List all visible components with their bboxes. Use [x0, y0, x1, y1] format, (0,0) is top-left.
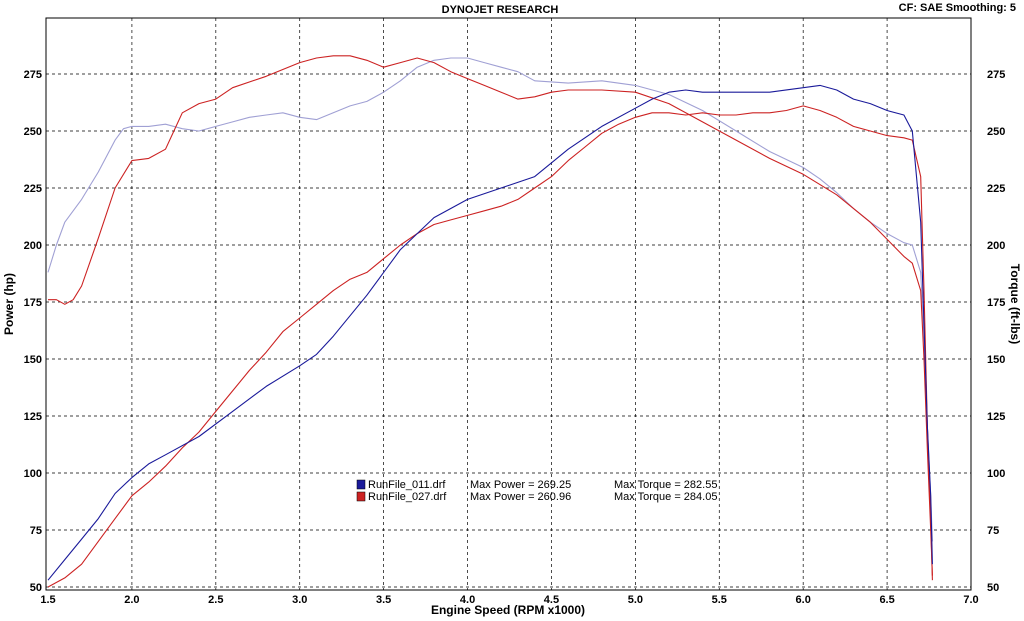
plot-area	[45, 17, 972, 591]
y-right-tick-label: 175	[987, 297, 1005, 309]
y-right-tick-label: 200	[987, 240, 1005, 252]
y-right-tick-labels: 50 75 100 125 150 175 200 225 250 275	[987, 69, 1005, 594]
x-tick-label: 2.0	[124, 594, 139, 606]
chart-info: CF: SAE Smoothing: 5	[899, 2, 1016, 14]
y-left-tick-label: 275	[24, 69, 42, 81]
legend-swatch-run011	[356, 479, 366, 490]
x-tick-label: 1.5	[40, 594, 55, 606]
y-left-tick-label: 200	[24, 240, 42, 252]
y-left-tick-label: 150	[24, 354, 42, 366]
legend-swatch-run027	[356, 491, 366, 502]
x-tick-label: 7.0	[963, 594, 978, 606]
legend-file-run011: RunFile_011.drf	[368, 479, 446, 491]
y-right-tick-label: 250	[987, 126, 1005, 138]
x-tick-label: 6.5	[879, 594, 894, 606]
y-right-tick-label: 225	[987, 183, 1005, 195]
y-right-tick-label: 125	[987, 411, 1005, 423]
legend-power-run011: Max Power = 269.25	[470, 479, 571, 491]
x-tick-labels: 1.5 2.0 2.5 3.0 3.5 4.0 4.5 5.0 5.5 6.0 6.5 7.0	[40, 594, 978, 606]
series-line-run027_torque	[48, 55, 933, 576]
legend-torque-run011: Max Torque = 282.55	[614, 479, 717, 491]
x-tick-label: 5.0	[628, 594, 643, 606]
legend: RunFile_011.drf Max Power = 269.25 Max T…	[356, 479, 717, 503]
x-tick-label: 3.5	[376, 594, 391, 606]
x-tick-label: 4.5	[544, 594, 559, 606]
chart-title: DYNOJET RESEARCH	[442, 4, 559, 16]
y-left-tick-label: 100	[24, 468, 42, 480]
x-tick-label: 5.5	[712, 594, 727, 606]
series-line-run011_power	[47, 84, 933, 581]
x-tick-label: 4.0	[460, 594, 475, 606]
y-right-tick-label: 275	[987, 69, 1005, 81]
legend-file-run027: RunFile_027.drf	[368, 491, 447, 503]
y-left-tick-label: 175	[24, 297, 42, 309]
x-axis-label: Engine Speed (RPM x1000)	[431, 603, 585, 617]
y-left-tick-label: 125	[24, 411, 42, 423]
legend-power-run027: Max Power = 260.96	[470, 491, 571, 503]
y-right-tick-label: 50	[987, 582, 999, 594]
y-right-tick-label: 150	[987, 354, 1005, 366]
grid	[46, 18, 971, 590]
y-left-tick-labels: 50 75 100 125 150 175 200 225 250 275	[24, 69, 42, 594]
x-tick-label: 3.0	[292, 594, 307, 606]
y-left-axis-label: Power (hp)	[2, 273, 16, 335]
legend-torque-run027: Max Torque = 284.05	[614, 491, 717, 503]
y-right-tick-label: 75	[987, 525, 999, 537]
x-tick-label: 2.5	[208, 594, 223, 606]
y-left-tick-label: 225	[24, 183, 42, 195]
y-right-tick-label: 100	[987, 468, 1005, 480]
series-lines	[47, 55, 933, 588]
series-line-run027_power	[47, 105, 933, 588]
y-right-axis-label: Torque (ft-lbs)	[1008, 264, 1022, 344]
y-left-tick-label: 250	[24, 126, 42, 138]
x-tick-label: 6.0	[796, 594, 811, 606]
y-left-tick-label: 50	[30, 582, 42, 594]
y-left-tick-label: 75	[30, 525, 42, 537]
